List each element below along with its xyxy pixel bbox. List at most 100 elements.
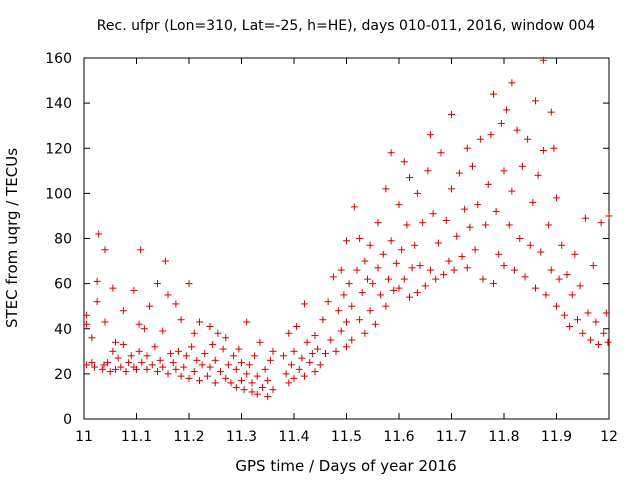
data-point [95,230,103,238]
data-point [382,302,390,310]
data-point [526,241,534,249]
data-point [219,345,227,353]
data-point [322,350,329,358]
data-point [545,221,553,229]
data-point [432,275,440,283]
data-point [177,372,185,380]
data-point [316,361,324,369]
x-tick-label: 11.7 [436,429,467,445]
data-point [343,343,350,351]
x-tick-label: 11.1 [121,429,152,445]
data-point [450,266,458,274]
data-point [592,318,600,326]
data-point [542,291,550,299]
data-point [602,309,610,317]
data-point [539,147,547,155]
data-point [539,56,547,64]
data-point [301,300,308,308]
data-point [529,198,537,206]
data-point [455,169,463,177]
data-point [206,322,214,330]
data-point [88,359,96,367]
data-point [597,219,605,227]
data-point [558,241,566,249]
data-point [217,368,224,376]
data-point [135,320,143,328]
data-point [261,365,269,373]
data-point [146,302,154,310]
data-point [167,350,175,358]
data-point [471,246,479,254]
data-point [83,320,91,328]
data-point [453,232,461,240]
data-point [358,289,366,297]
data-point [353,266,361,274]
data-point [148,361,156,369]
x-tick-label: 11.3 [226,429,257,445]
data-point [403,221,411,229]
x-axis-title: GPS time / Days of year 2016 [235,457,456,475]
data-point [508,187,516,195]
data-point [547,108,555,116]
data-point [553,194,560,202]
data-point [492,207,500,215]
data-point [301,372,308,380]
data-point [490,280,497,288]
data-point [476,135,484,143]
data-point [458,253,466,261]
data-point [500,167,508,175]
data-point [112,365,119,373]
data-point [190,329,198,337]
data-point [180,363,188,371]
data-point [295,365,303,373]
data-point [429,210,437,218]
data-point [230,352,238,360]
data-point [298,354,306,362]
data-point [413,189,421,197]
data-point [185,280,193,288]
data-point [133,365,140,373]
data-point [140,325,148,333]
data-point [364,275,371,283]
data-point [201,350,209,358]
data-point [104,359,112,367]
data-point [547,266,555,274]
data-points [83,56,613,400]
data-point [193,356,201,364]
data-point [448,110,455,118]
data-point [340,291,348,299]
data-point [135,347,143,355]
data-point [385,275,392,283]
data-point [138,359,146,367]
x-tick-label: 11.8 [488,429,519,445]
data-point [88,334,96,342]
data-point [337,266,345,274]
data-point [240,386,248,394]
data-point [390,286,398,294]
y-tick-label: 60 [54,277,72,293]
chart-title: Rec. ufpr (Lon=310, Lat=-25, h=HE), days… [97,18,596,34]
data-point [343,237,350,245]
data-point [172,300,180,308]
x-tick-label: 11.2 [173,429,204,445]
y-tick-label: 140 [45,96,72,112]
data-point [400,158,408,166]
data-point [463,264,471,272]
data-point [287,361,295,369]
data-point [416,262,424,270]
data-point [568,291,576,299]
data-point [581,214,589,222]
y-tick-label: 40 [54,322,72,338]
data-point [112,338,119,346]
data-point [209,341,217,349]
data-point [361,329,369,337]
data-point [356,235,364,242]
data-point [264,392,272,400]
data-point [119,341,127,349]
data-point [440,271,448,279]
data-point [419,219,427,227]
data-point [164,370,172,378]
data-point [505,221,513,229]
data-point [371,320,379,328]
